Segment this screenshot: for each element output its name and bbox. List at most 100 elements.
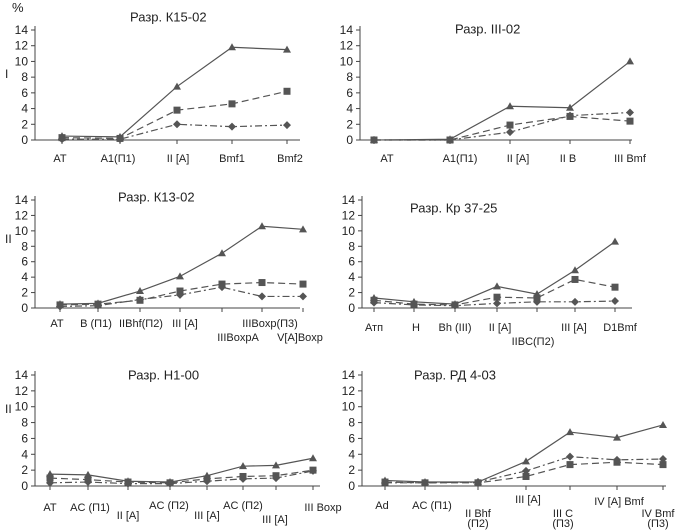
- y-tick-label: 6: [21, 431, 28, 445]
- y-tick-label: 0: [21, 479, 28, 493]
- y-axis-label: I: [5, 67, 8, 81]
- y-tick-label: 10: [15, 54, 29, 68]
- data-point-triangle: [258, 222, 266, 230]
- y-tick-label: 2: [21, 463, 28, 477]
- x-tick-label: III C (П3): [552, 508, 573, 530]
- data-point-diamond: [272, 474, 280, 483]
- chart-title: Разр. Кр 37-25: [410, 201, 497, 216]
- y-tick-label: 2: [21, 117, 28, 131]
- x-tick-label: A1(П1): [443, 153, 478, 165]
- data-point-triangle: [283, 45, 291, 53]
- data-point-diamond: [309, 466, 317, 475]
- data-point-triangle: [309, 454, 317, 462]
- y-tick-label: 12: [340, 39, 354, 53]
- y-tick-label: 10: [342, 224, 356, 238]
- data-point-diamond: [173, 120, 181, 129]
- data-point-diamond: [136, 295, 144, 304]
- x-tick-label: IIIBoxp(П3): [242, 318, 298, 330]
- chart-title: Разр. Н1-00: [128, 368, 199, 383]
- data-point-diamond: [370, 298, 378, 307]
- data-point-square: [283, 87, 291, 95]
- data-point-diamond: [626, 108, 634, 117]
- x-tick-label: A1(П1): [101, 153, 136, 165]
- x-tick-label: IIBC(П2): [512, 336, 555, 348]
- data-point-diamond: [124, 479, 132, 488]
- x-tick-label: Ad: [375, 500, 388, 512]
- data-point-triangle: [566, 103, 574, 111]
- y-tick-label: 10: [15, 224, 29, 238]
- data-point-diamond: [258, 292, 266, 301]
- data-point-diamond: [203, 477, 211, 486]
- data-point-diamond: [611, 297, 619, 306]
- chart-title: Разр. К13-02: [118, 190, 195, 205]
- y-tick-label: 0: [346, 133, 353, 147]
- y-tick-label: 2: [348, 286, 355, 300]
- series-line-triangle: [49, 457, 314, 483]
- data-point-triangle: [659, 420, 667, 428]
- y-tick-label: 8: [346, 70, 353, 84]
- y-tick-label: 8: [348, 239, 355, 253]
- data-point-diamond: [58, 135, 66, 144]
- data-point-diamond: [228, 122, 236, 131]
- data-point-triangle: [571, 266, 579, 274]
- data-point-square: [299, 280, 307, 288]
- data-point-diamond: [571, 297, 579, 306]
- data-point-triangle: [522, 457, 530, 465]
- data-point-square: [611, 283, 619, 291]
- data-point-diamond: [533, 297, 541, 306]
- x-tick-label: II Bhf (П2): [465, 508, 492, 530]
- series-line-triangle: [373, 60, 631, 141]
- data-point-diamond: [522, 466, 530, 475]
- x-tick-label: AC (П1): [412, 500, 452, 512]
- data-point-triangle: [173, 82, 181, 90]
- y-tick-label: 10: [342, 400, 356, 414]
- data-point-triangle: [176, 272, 184, 280]
- series-line-diamond: [374, 111, 631, 141]
- data-point-diamond: [659, 455, 667, 464]
- x-tick-label: II [A]: [507, 153, 530, 165]
- y-tick-label: 0: [348, 479, 355, 493]
- y-tick-label: 14: [342, 368, 356, 382]
- chart-title: Разр. К15-02: [130, 10, 207, 25]
- chart-title: Разр. III-02: [455, 22, 520, 37]
- data-point-square: [258, 279, 266, 287]
- x-tick-label: Атп: [365, 322, 383, 334]
- y-tick-label: 4: [21, 447, 28, 461]
- x-tick-label: D1Bmf: [603, 322, 638, 334]
- y-tick-label: 4: [348, 447, 355, 461]
- x-tick-label: AC (П1): [70, 502, 110, 514]
- data-point-diamond: [84, 478, 92, 487]
- x-tick-label: Bh (III): [438, 322, 471, 334]
- data-point-diamond: [474, 478, 482, 487]
- unit-label: %: [12, 0, 24, 15]
- data-point-diamond: [410, 300, 418, 309]
- y-tick-label: 8: [21, 239, 28, 253]
- data-point-triangle: [136, 287, 144, 295]
- y-axis-label: II: [5, 402, 12, 416]
- data-point-diamond: [566, 452, 574, 461]
- x-tick-label: III [A]: [561, 322, 587, 334]
- y-tick-label: 2: [21, 286, 28, 300]
- data-point-triangle: [566, 428, 574, 436]
- y-tick-label: 10: [340, 54, 354, 68]
- y-tick-label: 6: [21, 86, 28, 100]
- data-point-triangle: [611, 237, 619, 245]
- data-point-diamond: [446, 136, 454, 144]
- data-point-diamond: [566, 111, 574, 120]
- data-point-diamond: [116, 135, 124, 144]
- series-line-diamond: [49, 470, 314, 485]
- data-point-diamond: [283, 121, 291, 130]
- x-tick-label: AT: [380, 153, 394, 165]
- chart-panel-5: Разр. Н1-00 II 0 2 4 68 10 12 14 AT AC (П1) II [A] A…: [5, 368, 342, 526]
- data-point-square: [228, 100, 236, 108]
- data-point-square: [522, 472, 530, 480]
- y-axis-label: II: [5, 232, 12, 246]
- data-point-diamond: [94, 301, 102, 310]
- series-line-square: [374, 115, 631, 141]
- x-tick-label: II B: [560, 153, 577, 165]
